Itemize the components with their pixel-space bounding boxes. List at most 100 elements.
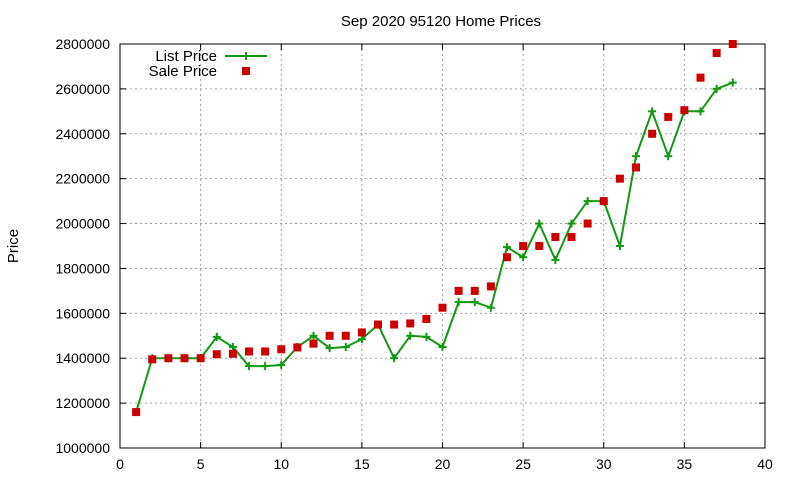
- y-tick-label: 2600000: [55, 81, 110, 97]
- y-tick-label: 2200000: [55, 171, 110, 187]
- sale-price-point: [567, 233, 576, 242]
- sale-price-point: [309, 339, 318, 348]
- list-price-point: [583, 197, 592, 206]
- legend-label-sale-price: Sale Price: [149, 63, 217, 80]
- x-tick-label: 25: [515, 456, 531, 472]
- list-price-point: [728, 78, 737, 87]
- sale-price-point: [454, 286, 463, 295]
- sale-price-point: [196, 354, 205, 363]
- list-price-point: [470, 298, 479, 307]
- sale-price-point: [599, 197, 608, 206]
- legend-label-list-price: List Price: [155, 48, 217, 65]
- x-tick-label: 20: [435, 456, 451, 472]
- plot-frame: [119, 43, 766, 449]
- sale-price-point: [164, 354, 173, 363]
- list-price-point: [696, 107, 705, 116]
- sale-price-point: [632, 163, 640, 172]
- y-axis-label: Price: [5, 229, 22, 263]
- chart-title: Sep 2020 95120 Home Prices: [341, 13, 541, 30]
- grid-layer: [120, 44, 765, 448]
- y-tick-label: 1800000: [55, 260, 110, 276]
- sale-price-point: [438, 303, 447, 312]
- list-price-point: [664, 152, 673, 161]
- list-price-point: [648, 107, 657, 116]
- sale-price-point: [357, 328, 366, 337]
- sale-price-point: [712, 48, 721, 57]
- sale-price-point: [277, 345, 286, 354]
- sale-price-point: [293, 343, 302, 352]
- sale-price-point: [519, 242, 528, 250]
- list-price-point: [309, 331, 318, 340]
- list-price-point: [325, 344, 334, 353]
- list-price-point: [228, 343, 237, 351]
- sale-price-point: [486, 282, 495, 291]
- sale-price-point: [535, 242, 544, 250]
- sale-price-point: [583, 219, 592, 228]
- series-layer: [132, 40, 737, 417]
- sale-price-point: [648, 129, 657, 138]
- legend-marker-sale-price: [242, 67, 250, 75]
- sale-price-point: [664, 112, 673, 121]
- sale-price-point: [728, 40, 737, 48]
- y-tick-label: 1400000: [55, 350, 110, 366]
- list-price-point: [551, 255, 560, 264]
- sale-price-point: [503, 253, 511, 262]
- list-price-point: [261, 362, 270, 371]
- sale-price-point: [680, 106, 689, 115]
- y-tick-label: 2800000: [55, 36, 110, 52]
- list-price-point: [503, 243, 511, 252]
- sale-price-point: [390, 320, 399, 329]
- list-price-point: [422, 332, 431, 341]
- legend: List Price Sale Price: [149, 48, 267, 80]
- sale-price-point: [406, 319, 415, 328]
- x-tick-label: 10: [273, 456, 289, 472]
- list-price-point: [486, 303, 495, 312]
- list-price-point: [277, 360, 286, 369]
- list-price-point: [454, 298, 463, 307]
- x-tick-label: 5: [197, 456, 205, 472]
- sale-price-point: [212, 350, 221, 359]
- sale-price-point: [261, 347, 270, 356]
- x-tick-label: 0: [116, 456, 124, 472]
- legend-marker-list-price: [242, 52, 250, 60]
- sale-price-point: [551, 233, 560, 242]
- list-price-point: [357, 335, 366, 344]
- list-price-point: [712, 84, 721, 93]
- list-price-point: [390, 354, 399, 363]
- x-tick-label: 30: [596, 456, 612, 472]
- x-tick-label: 15: [354, 456, 370, 472]
- sale-price-point: [615, 174, 624, 183]
- sale-price-point: [245, 347, 253, 356]
- list-price-point: [406, 331, 415, 340]
- list-price-point: [341, 343, 350, 351]
- sale-price-point: [148, 355, 157, 364]
- list-price-point: [519, 253, 528, 262]
- y-tick-label: 1200000: [55, 395, 110, 411]
- sale-price-point: [325, 331, 334, 340]
- sale-price-point: [228, 349, 237, 358]
- sale-price-point: [374, 320, 382, 329]
- list-price-point: [212, 332, 221, 341]
- list-price-point: [615, 242, 624, 250]
- list-price-point: [438, 343, 447, 351]
- list-price-point: [535, 219, 544, 228]
- y-tick-label: 2400000: [55, 126, 110, 142]
- tick-layer: 0 5 10 15 20 25 30 35 40 1000000 1200000 1400000 160…: [55, 36, 773, 472]
- sale-price-point: [696, 73, 705, 82]
- y-tick-label: 1600000: [55, 305, 110, 321]
- list-price-point: [245, 362, 253, 371]
- sale-price-point: [132, 408, 141, 417]
- sale-price-point: [341, 331, 350, 340]
- sale-price-point: [180, 354, 189, 363]
- list-price-point: [567, 219, 576, 228]
- sale-price-point: [422, 314, 431, 323]
- y-tick-label: 1000000: [55, 440, 110, 456]
- x-tick-label: 35: [677, 456, 693, 472]
- list-price-line: [135, 81, 734, 413]
- y-tick-label: 2000000: [55, 216, 110, 232]
- x-tick-label: 40: [757, 456, 773, 472]
- list-price-point: [632, 152, 640, 161]
- sale-price-point: [470, 286, 479, 295]
